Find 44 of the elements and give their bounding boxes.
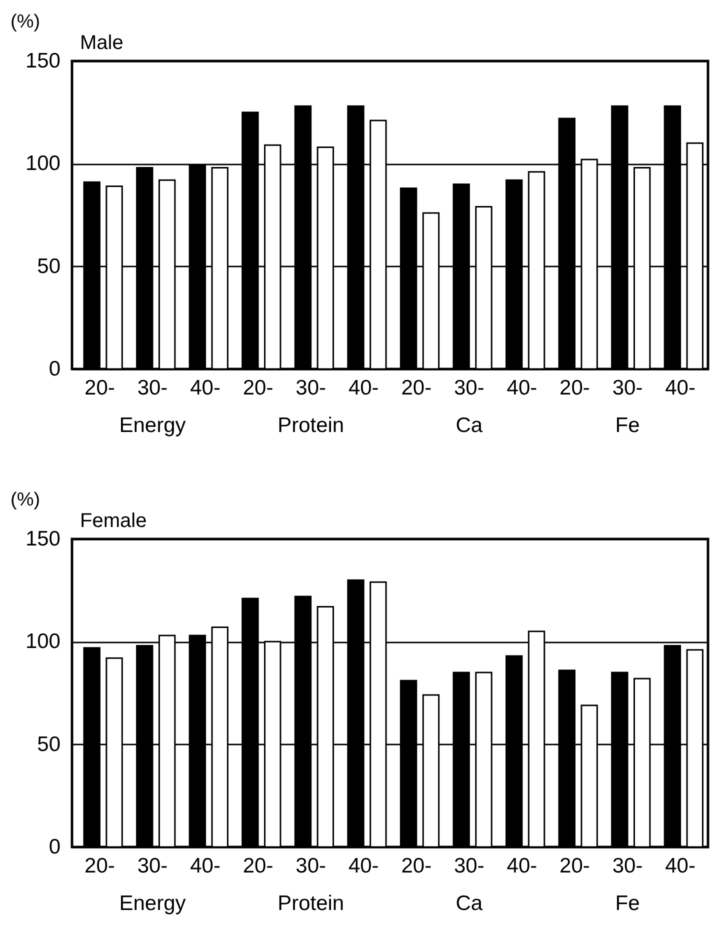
- text: Energy: [119, 414, 186, 437]
- x-tick-label: 30-: [137, 376, 168, 400]
- y-tick-label: 100: [25, 152, 60, 176]
- x-tick-label: 30-: [612, 854, 643, 878]
- text: Fe: [615, 892, 640, 915]
- y-tick-label: 50: [37, 732, 60, 756]
- y-tick-label: 100: [25, 630, 60, 654]
- y-tick-label: 0: [48, 358, 60, 380]
- x-tick-label: 40-: [348, 854, 379, 878]
- y-tick-label: 150: [25, 528, 60, 550]
- x-tick-label: 40-: [506, 376, 538, 400]
- y-axis-title: (%): [10, 12, 40, 32]
- x-tick-label: 30-: [296, 854, 326, 878]
- x-tick-label: 30-: [137, 854, 168, 878]
- x-tick-label: 40-: [190, 376, 220, 400]
- x-tick-label: 20-: [401, 376, 432, 400]
- x-tick-label: 30-: [296, 376, 326, 400]
- x-tick-label: 40-: [348, 376, 379, 400]
- x-tick-label: 20-: [84, 854, 115, 878]
- x-tick-label: 40-: [665, 854, 696, 878]
- text: Fe: [615, 414, 640, 437]
- x-tick-label: 20-: [242, 854, 274, 878]
- x-tick-label: 30-: [454, 376, 484, 400]
- text: Ca: [456, 414, 483, 437]
- chart-title: Female: [80, 510, 147, 532]
- x-tick-label: 40-: [190, 854, 220, 878]
- text: Protein: [278, 892, 344, 915]
- x-tick-label: 20-: [84, 376, 115, 400]
- x-tick-label: 30-: [454, 854, 484, 878]
- x-tick-label: 20-: [242, 376, 274, 400]
- x-tick-label: 40-: [665, 376, 696, 400]
- x-tick-label: 30-: [612, 376, 643, 400]
- x-tick-label: 20-: [560, 376, 590, 400]
- text: Protein: [278, 414, 344, 437]
- text: Energy: [119, 892, 186, 915]
- x-tick-label: 40-: [506, 854, 538, 878]
- y-tick-label: 50: [37, 254, 60, 278]
- y-tick-label: 0: [48, 836, 60, 858]
- y-tick-label: 150: [25, 50, 60, 72]
- y-axis-title: (%): [10, 490, 40, 510]
- x-tick-label: 20-: [401, 854, 432, 878]
- x-tick-label: 20-: [560, 854, 590, 878]
- text: Ca: [456, 892, 483, 915]
- chart-title: Male: [80, 32, 124, 54]
